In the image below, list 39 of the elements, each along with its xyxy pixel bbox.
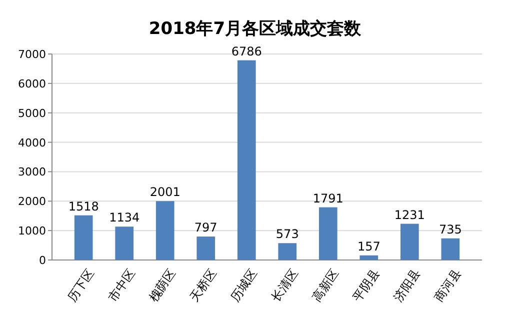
x-tick-label: 商河县 xyxy=(432,266,464,304)
bar xyxy=(278,243,297,260)
data-label: 157 xyxy=(357,239,380,254)
data-label: 735 xyxy=(438,222,462,236)
y-tick-label: 1000 xyxy=(18,224,46,238)
x-tick-label: 天桥区 xyxy=(187,266,220,304)
x-tick-label: 济阳县 xyxy=(390,266,423,304)
data-label: 2001 xyxy=(150,185,180,200)
bar xyxy=(441,238,460,260)
x-tick-label: 高新区 xyxy=(309,266,342,304)
x-tick-label: 槐荫区 xyxy=(146,266,178,304)
bar xyxy=(400,224,419,260)
bar xyxy=(237,60,256,260)
bar xyxy=(196,236,216,260)
y-tick-label: 5000 xyxy=(18,106,46,120)
data-label: 797 xyxy=(194,220,218,235)
bar xyxy=(156,201,174,260)
data-label: 573 xyxy=(276,227,299,242)
bar xyxy=(115,226,134,260)
bar xyxy=(74,215,93,260)
y-tick-label: 7000 xyxy=(18,48,46,61)
data-label: 6786 xyxy=(231,44,262,58)
data-label: 1231 xyxy=(394,208,425,222)
bar xyxy=(360,255,378,260)
x-tick-label: 历城区 xyxy=(228,266,260,304)
chart-title: 2018年7月各区域成交套数 xyxy=(148,19,362,39)
y-tick-label: 2000 xyxy=(18,195,46,208)
x-tick-label: 历下区 xyxy=(64,266,97,304)
y-tick-label: 0 xyxy=(39,254,46,267)
x-tick-label: 长清区 xyxy=(268,266,301,304)
bar xyxy=(318,207,338,260)
x-tick-label: 平阴县 xyxy=(350,266,382,304)
data-label: 1518 xyxy=(68,199,99,214)
y-tick-label: 4000 xyxy=(18,136,46,150)
y-tick-label: 6000 xyxy=(18,77,46,90)
x-tick-label: 市中区 xyxy=(106,266,138,304)
y-tick-label: 3000 xyxy=(18,166,46,179)
data-label: 1791 xyxy=(312,191,344,206)
data-label: 1134 xyxy=(109,210,140,225)
